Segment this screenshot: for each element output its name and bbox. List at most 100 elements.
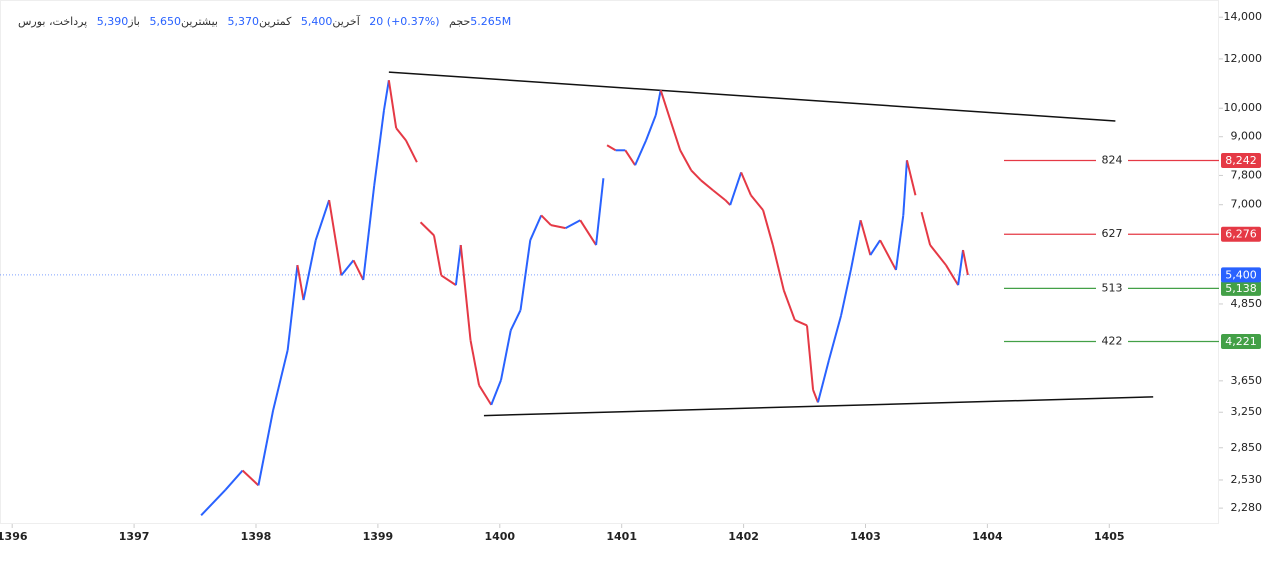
y-tick-label: 3,650 <box>1231 374 1263 387</box>
price-segment <box>645 114 657 141</box>
level-text: 422 <box>1102 335 1123 348</box>
price-segment <box>750 194 764 211</box>
x-tick-label: 1405 <box>1094 530 1125 543</box>
plot-frame <box>0 0 1219 524</box>
x-tick-label: 1402 <box>728 530 759 543</box>
price-segment <box>241 469 260 487</box>
price-segment <box>859 219 872 256</box>
price-segment <box>302 239 317 301</box>
x-tick-label: 1396 <box>0 530 28 543</box>
level-text: 513 <box>1102 281 1123 294</box>
price-segment <box>565 219 581 229</box>
field-label: آخرین <box>332 15 360 28</box>
field-label: بیشترین <box>180 15 218 28</box>
price-segment <box>459 244 472 341</box>
price-segment <box>352 259 365 281</box>
price-segment <box>957 249 965 286</box>
price-segment <box>869 239 881 256</box>
field-label: کمترین <box>258 15 292 28</box>
price-segment <box>540 214 552 226</box>
price-segment <box>894 215 905 271</box>
level-text: 824 <box>1102 154 1123 167</box>
price-segment <box>920 211 932 246</box>
price-tag <box>1221 226 1261 242</box>
y-tick-label: 2,850 <box>1231 441 1263 454</box>
price-segment <box>945 264 959 286</box>
price-segment <box>395 127 407 141</box>
x-tick-label: 1400 <box>484 530 515 543</box>
price-segment <box>905 160 917 196</box>
header: پرداخت، بورس 5,390باز 5,650بیشترین 5,370… <box>18 15 511 28</box>
level-text-bg <box>1096 281 1128 296</box>
level-text-bg <box>1096 334 1128 349</box>
price-tag <box>1221 334 1261 350</box>
price-segment <box>669 120 682 151</box>
level-text: 627 <box>1102 227 1123 240</box>
price-segment <box>879 239 897 271</box>
price-segment <box>500 330 512 381</box>
price-segment <box>579 219 597 246</box>
field-value: 5,400 <box>300 15 333 28</box>
change: 20 (+0.37%) <box>369 15 440 28</box>
price-segment <box>816 359 830 403</box>
price-segment <box>509 309 522 331</box>
price-segment <box>624 149 636 166</box>
price-segment <box>328 199 343 276</box>
price-tag-label: 8,242 <box>1225 154 1257 167</box>
price-segment <box>550 224 566 230</box>
y-tick-label: 3,250 <box>1231 405 1263 418</box>
trendline <box>483 396 1154 417</box>
price-tag-label: 4,221 <box>1225 335 1257 348</box>
price-segment <box>469 340 481 386</box>
field-label: باز <box>128 15 140 28</box>
x-tick-label: 1401 <box>606 530 637 543</box>
price-segment <box>490 379 502 406</box>
price-segment <box>382 80 390 111</box>
price-segment <box>659 89 672 121</box>
price-segment <box>962 249 969 276</box>
price-segment <box>595 178 605 246</box>
price-segment <box>634 139 647 166</box>
price-segment <box>929 244 947 266</box>
y-tick-label: 12,000 <box>1224 52 1263 65</box>
field-value: 5,650 <box>149 15 181 28</box>
price-segment <box>902 160 908 216</box>
price-segment <box>362 185 376 281</box>
price-segment <box>340 259 355 277</box>
price-segment <box>419 221 435 237</box>
price-segment <box>827 315 843 361</box>
price-segment <box>454 244 462 286</box>
price-segment <box>840 269 852 316</box>
y-tick-label: 10,000 <box>1224 101 1263 114</box>
price-segment <box>782 290 796 321</box>
price-tag-label: 5,400 <box>1225 268 1257 281</box>
price-segment <box>519 240 532 311</box>
price-segment <box>314 199 331 241</box>
price-segment <box>405 139 418 163</box>
y-tick-label: 7,800 <box>1231 168 1263 181</box>
field-value: 5,390 <box>96 15 129 28</box>
price-segment <box>654 89 662 116</box>
price-segment <box>224 469 244 491</box>
price-segment <box>272 349 289 411</box>
price-segment <box>286 264 299 351</box>
price-segment <box>478 384 493 406</box>
trendline <box>388 71 1116 122</box>
price-segment <box>296 264 305 301</box>
price-tag-label: 5,138 <box>1225 282 1257 295</box>
market: پرداخت، بورس <box>18 15 88 28</box>
price-segment <box>373 109 385 186</box>
price-tag-label: 6,276 <box>1225 228 1257 241</box>
x-tick-label: 1404 <box>972 530 1003 543</box>
price-segment <box>794 319 808 327</box>
price-segment <box>700 179 714 192</box>
level-text-bg <box>1096 227 1128 242</box>
volume-label: حجم <box>449 15 471 28</box>
price-segment <box>729 172 743 206</box>
price-segment <box>432 235 443 276</box>
y-tick-label: 14,000 <box>1224 10 1263 23</box>
price-segment <box>679 149 693 171</box>
price-segment <box>387 80 398 129</box>
